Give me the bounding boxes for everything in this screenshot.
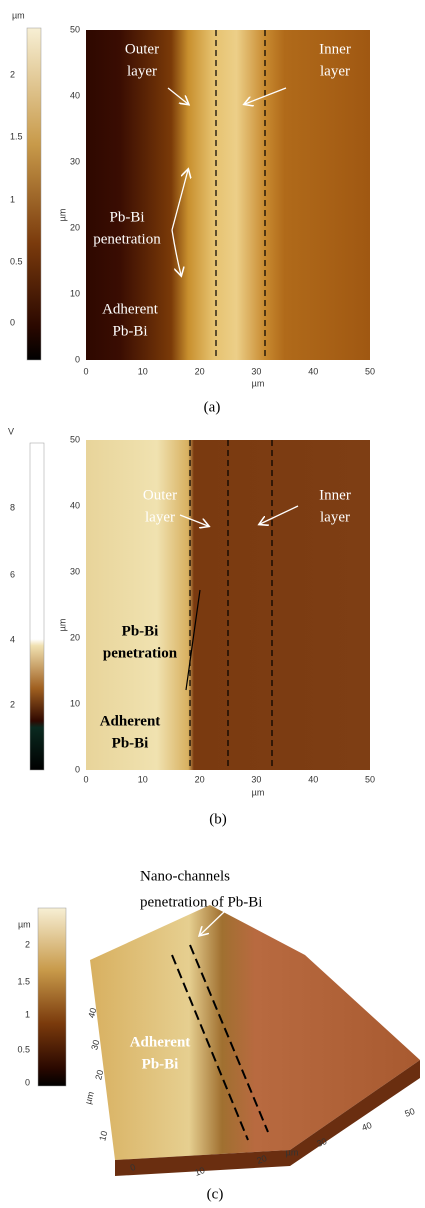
colorbar xyxy=(26,27,42,361)
y-axis-label: µm xyxy=(57,619,67,632)
afm-surface xyxy=(90,905,420,1160)
y-tick-label: 30 xyxy=(89,1039,101,1051)
caption: (c) xyxy=(207,1186,224,1202)
colorbar-tick-label: 6 xyxy=(10,569,15,579)
x-tick-label: 30 xyxy=(251,774,261,784)
annotation: Outer xyxy=(143,487,177,503)
y-tick-label: 20 xyxy=(70,632,80,642)
annotation: Outer xyxy=(125,41,159,57)
annotation: penetration xyxy=(103,645,178,661)
y-tick-label: 10 xyxy=(70,288,80,298)
annotation: Adherent xyxy=(100,713,161,729)
x-tick-label: 40 xyxy=(360,1120,373,1133)
colorbar-tick-label: 2 xyxy=(10,69,15,79)
colorbar-tick-label: 0.5 xyxy=(10,256,23,266)
afm-image xyxy=(86,30,370,360)
colorbar-unit: µm xyxy=(12,10,25,20)
colorbar-tick-label: 0 xyxy=(25,1077,30,1087)
y-axis-label: µm xyxy=(57,209,67,222)
colorbar-tick-label: 0 xyxy=(10,317,15,327)
annotation: Pb-Bi xyxy=(112,735,149,751)
x-tick-label: 30 xyxy=(251,366,261,376)
y-tick-label: 10 xyxy=(97,1130,109,1142)
x-tick-label: 40 xyxy=(308,774,318,784)
annotation: Inner xyxy=(319,487,351,503)
y-tick-label: 40 xyxy=(86,1007,98,1019)
x-tick-label: 0 xyxy=(83,366,88,376)
x-tick-label: 50 xyxy=(365,774,375,784)
x-tick-label: 10 xyxy=(138,366,148,376)
x-tick-label: 50 xyxy=(365,366,375,376)
colorbar xyxy=(29,442,45,771)
annotation: Pb-Bi xyxy=(142,1056,179,1072)
annotation: Adherent xyxy=(102,301,159,317)
annotation: layer xyxy=(320,509,350,525)
arrow xyxy=(200,911,225,935)
x-tick-label: 20 xyxy=(195,366,205,376)
y-tick-label: 40 xyxy=(70,90,80,100)
y-axis-label: µm xyxy=(83,1090,96,1105)
x-tick-label: 20 xyxy=(255,1153,268,1166)
y-tick-label: 20 xyxy=(70,222,80,232)
colorbar-unit: µm xyxy=(18,919,31,929)
x-tick-label: 0 xyxy=(83,774,88,784)
annotation: Adherent xyxy=(130,1034,191,1050)
x-tick-label: 0 xyxy=(129,1162,137,1173)
annotation: Pb-Bi xyxy=(112,323,147,339)
panel-title: Nano-channels xyxy=(140,868,230,884)
y-tick-label: 0 xyxy=(75,764,80,774)
boundary-line xyxy=(189,944,269,1133)
colorbar-tick-label: 0.5 xyxy=(17,1044,30,1054)
colorbar-tick-label: 1 xyxy=(10,194,15,204)
annotation: layer xyxy=(127,63,157,79)
panel-title: penetration of Pb-Bi xyxy=(140,894,262,910)
colorbar xyxy=(37,907,67,1087)
x-tick-label: 20 xyxy=(195,774,205,784)
annotation: Inner xyxy=(319,41,351,57)
x-tick-label: 30 xyxy=(315,1136,328,1149)
caption: (a) xyxy=(204,399,221,415)
colorbar-tick-label: 8 xyxy=(10,502,15,512)
y-tick-label: 10 xyxy=(70,698,80,708)
x-tick-label: 50 xyxy=(403,1106,416,1119)
annotation: penetration xyxy=(93,231,161,247)
colorbar-tick-label: 4 xyxy=(10,634,15,644)
y-tick-label: 50 xyxy=(70,434,80,444)
annotation: Pb-Bi xyxy=(122,623,159,639)
annotation: Pb-Bi xyxy=(109,209,144,225)
colorbar-tick-label: 1.5 xyxy=(10,131,23,141)
colorbar-tick-label: 1.5 xyxy=(17,976,30,986)
x-axis-label: µm xyxy=(252,378,265,388)
arrows xyxy=(167,87,287,275)
y-tick-label: 50 xyxy=(70,24,80,34)
y-tick-label: 30 xyxy=(70,156,80,166)
annotation: layer xyxy=(145,509,175,525)
afm-surface-side xyxy=(115,1060,420,1176)
boundary-line xyxy=(171,954,249,1141)
y-tick-label: 40 xyxy=(70,500,80,510)
annotation: layer xyxy=(320,63,350,79)
arrows xyxy=(185,589,201,691)
y-tick-label: 20 xyxy=(93,1069,105,1081)
x-tick-label: 40 xyxy=(308,366,318,376)
x-axis-label: µm xyxy=(252,787,265,797)
x-tick-label: 10 xyxy=(138,774,148,784)
x-tick-label: 10 xyxy=(193,1165,206,1178)
colorbar-tick-label: 2 xyxy=(25,939,30,949)
caption: (b) xyxy=(209,811,227,827)
colorbar-tick-label: 1 xyxy=(25,1009,30,1019)
colorbar-tick-label: 2 xyxy=(10,699,15,709)
x-axis-label: µm xyxy=(286,1147,299,1157)
colorbar-unit: V xyxy=(8,426,14,436)
y-tick-label: 30 xyxy=(70,566,80,576)
y-tick-label: 0 xyxy=(75,354,80,364)
arrows xyxy=(179,505,299,526)
